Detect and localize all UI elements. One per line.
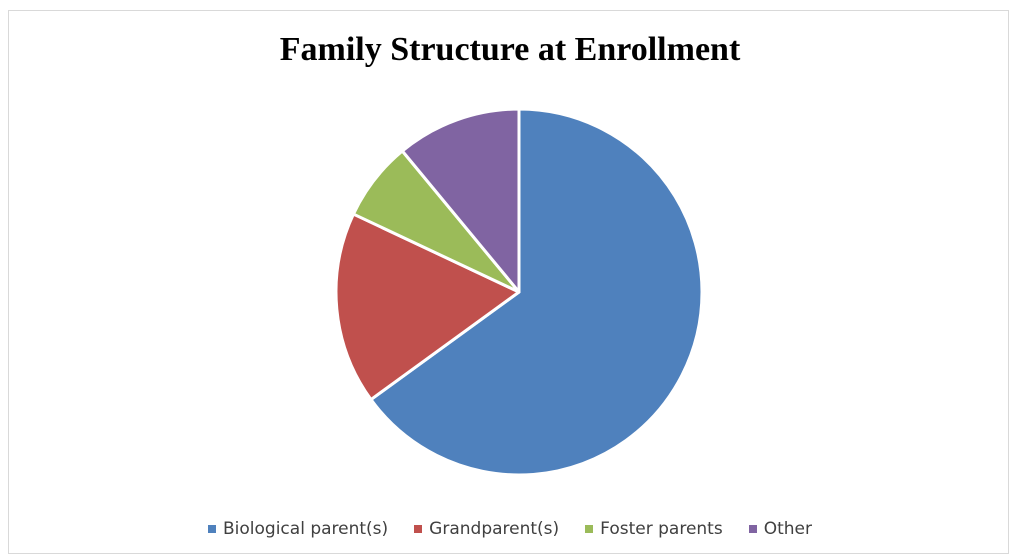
pie-slice-biological-parents [369, 107, 704, 477]
legend-label: Biological parent(s) [223, 519, 389, 539]
pie-chart [334, 107, 704, 477]
legend-item-biological-parents: Biological parent(s) [208, 519, 388, 539]
legend-swatch [748, 525, 757, 533]
chart-title: Family Structure at Enrollment [279, 31, 741, 68]
legend-swatch [208, 525, 216, 533]
chart-legend: Biological parent(s) Grandparent(s) Fost… [0, 515, 1020, 543]
pie-slice-other [400, 107, 521, 294]
legend-label: Other [763, 519, 812, 539]
legend-item-other: Other [748, 519, 812, 539]
pie-slice-grandparents [334, 212, 521, 402]
legend-swatch [585, 525, 594, 533]
pie-slices [334, 107, 704, 477]
legend-item-grandparents: Grandparent(s) [414, 519, 559, 539]
legend-item-foster-parents: Foster parents [585, 519, 723, 539]
legend-swatch [414, 525, 423, 533]
legend-label: Foster parents [600, 519, 723, 539]
legend-label: Grandparent(s) [429, 519, 560, 539]
